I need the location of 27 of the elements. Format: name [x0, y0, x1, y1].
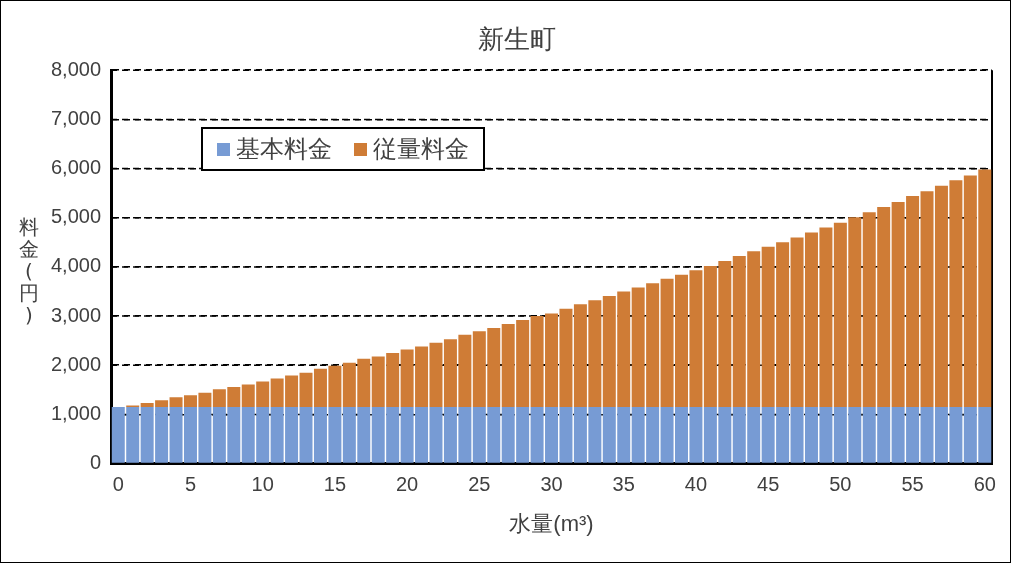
- y-tick-label: 3,000: [50, 303, 102, 326]
- y-tick-label: 4,000: [50, 254, 102, 277]
- y-tick-label: 7,000: [50, 106, 102, 129]
- y-tick-label: 6,000: [50, 156, 102, 179]
- x-axis-title: 水量(m³): [509, 510, 594, 536]
- x-tick-label: 60: [973, 473, 996, 496]
- x-tick-label: 40: [684, 473, 708, 496]
- x-tick-label: 50: [829, 473, 852, 496]
- x-tick-label: 10: [251, 473, 274, 496]
- legend-label: 従量料金: [373, 134, 469, 165]
- legend-label: 基本料金: [236, 134, 332, 165]
- y-tick-label: 2,000: [50, 352, 102, 375]
- y-tick-label: 8,000: [50, 57, 102, 80]
- y-axis-title: 料金(円): [18, 215, 40, 327]
- x-tick-label: 15: [323, 473, 347, 496]
- y-tick-label: 0: [89, 451, 102, 474]
- x-tick-label: 20: [395, 473, 419, 496]
- x-tick-label: 30: [540, 473, 563, 496]
- x-tick-label: 35: [612, 473, 635, 496]
- x-tick-label: 55: [901, 473, 924, 496]
- y-tick-label: 5,000: [50, 205, 102, 228]
- x-tick-label: 5: [184, 473, 197, 496]
- x-tick-label: 45: [757, 473, 780, 496]
- x-tick-label: 0: [112, 473, 124, 496]
- x-tick-label: 25: [468, 473, 491, 496]
- y-tick-label: 1,000: [50, 401, 102, 424]
- chart-title: 新生町: [477, 23, 556, 54]
